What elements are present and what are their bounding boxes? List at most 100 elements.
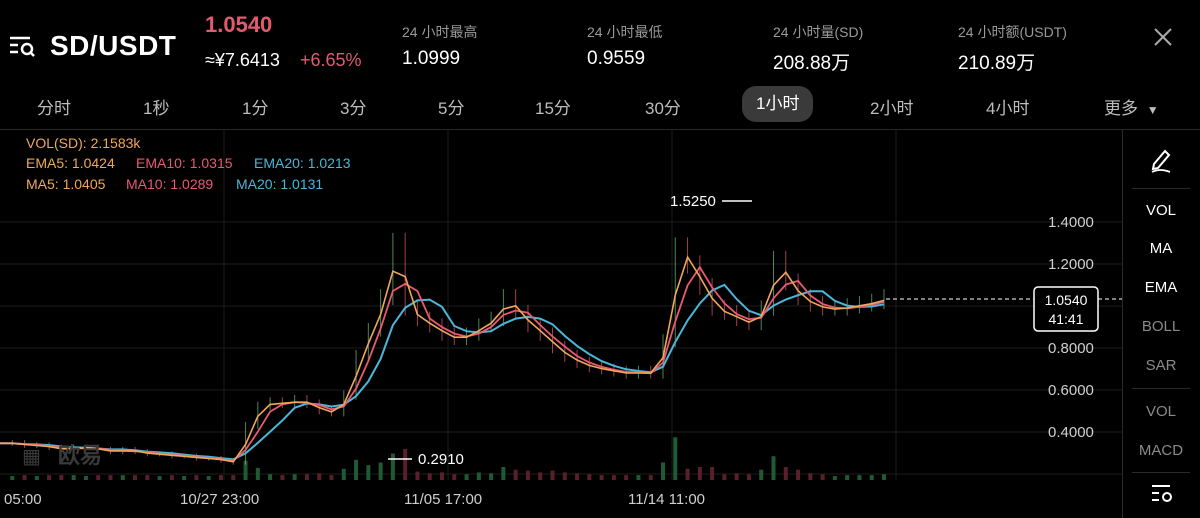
volume-bar (403, 449, 408, 480)
volume-bar (354, 459, 359, 480)
volume-bar (832, 476, 837, 480)
volume-bar (83, 476, 88, 480)
volume-bar (219, 475, 223, 480)
tab-interval-1h[interactable]: 1小时 (742, 86, 814, 122)
stat-amount-value: 210.89万 (958, 53, 1036, 74)
side-panel-divider (1122, 130, 1123, 518)
volume-bar (636, 475, 641, 480)
volume-bar (869, 475, 874, 480)
x-tick-label: 10/27 23:00 (180, 491, 259, 508)
indicator-settings-icon[interactable] (1150, 482, 1174, 504)
tab-interval-1m[interactable]: 1分 (242, 99, 269, 118)
legend-vol: VOL(SD): 2.1583k (26, 135, 141, 151)
volume-bar (722, 474, 727, 480)
volume-bar (611, 475, 616, 480)
volume-bar (292, 474, 297, 480)
volume-bar (415, 471, 420, 480)
legend-ma5: MA5: 1.0405 (26, 176, 106, 192)
volume-bar (255, 467, 260, 480)
y-tick-label: 1.4000 (1048, 214, 1094, 231)
volume-bar (783, 467, 788, 480)
volume-bar (378, 462, 383, 480)
watermark-logo: ▦ (22, 446, 41, 468)
volume-bar (513, 469, 518, 480)
volume-bar (489, 473, 494, 480)
volume-bar (734, 473, 739, 480)
tab-interval-30m[interactable]: 30分 (645, 99, 681, 118)
volume-bar (550, 470, 555, 480)
more-label: 更多 (1104, 99, 1138, 118)
ma10-line (0, 265, 885, 462)
indicator-vol[interactable]: VOL (1145, 202, 1176, 219)
volume-bar (390, 453, 395, 480)
volume-bar (882, 474, 886, 480)
volume-bar (182, 476, 187, 480)
volume-bar (599, 475, 604, 480)
volume-bar (280, 475, 285, 480)
stat-volume-label: 24 小时量(SD) (773, 24, 864, 40)
divider (0, 129, 1200, 130)
tab-interval-3m[interactable]: 3分 (340, 99, 367, 118)
tab-interval-15m[interactable]: 15分 (535, 99, 571, 118)
volume-bar (685, 468, 690, 480)
x-tick-label: 11/05 17:00 (404, 491, 482, 508)
indicator-sar[interactable]: SAR (1145, 357, 1177, 374)
indicator-ema[interactable]: EMA (1144, 279, 1178, 296)
tab-interval-1s[interactable]: 1秒 (143, 99, 170, 118)
indicator-ma[interactable]: MA (1149, 240, 1173, 257)
stat-low-label: 24 小时最低 (587, 24, 663, 40)
volume-bar (96, 475, 101, 480)
volume-bar (206, 476, 211, 480)
volume-bar (562, 472, 567, 480)
volume-bar (268, 474, 273, 480)
volume-bar (341, 468, 346, 480)
trading-pair-title[interactable]: SD/USDT (50, 30, 177, 61)
volume-bar (476, 472, 481, 480)
volume-bar (133, 475, 138, 480)
legend-ema10: EMA10: 1.0315 (136, 155, 233, 171)
volume-bar (746, 474, 751, 480)
draw-tool-icon[interactable] (1148, 146, 1174, 174)
volume-bar (317, 473, 322, 480)
volume-bar (796, 469, 801, 480)
ma5-line (0, 255, 885, 463)
volume-bar (820, 474, 825, 480)
current-price-label: 1.0540 (1045, 292, 1088, 308)
volume-bar (120, 475, 125, 480)
volume-bar (624, 475, 629, 480)
close-icon[interactable] (1150, 24, 1176, 50)
tab-interval-4h[interactable]: 4小时 (986, 99, 1030, 118)
volume-bar (366, 465, 371, 480)
stat-volume-value: 208.88万 (773, 53, 851, 74)
tab-interval-2h[interactable]: 2小时 (870, 99, 914, 118)
volume-bar (427, 473, 432, 480)
tab-interval-more[interactable]: 更多 ▼ (1104, 96, 1159, 122)
indicator-sub-vol[interactable]: VOL (1145, 403, 1176, 420)
price-chart[interactable]: ▦ 欧易 1.4000 1.2000 0.8000 0.6000 0.4000 … (0, 130, 1122, 518)
high-price-label: 1.5250 (670, 193, 716, 210)
legend-ma20: MA20: 1.0131 (236, 176, 324, 192)
volume-bar (857, 475, 862, 480)
tab-interval-5m[interactable]: 5分 (438, 99, 465, 118)
volume-bar (243, 460, 248, 480)
indicator-boll[interactable]: BOLL (1141, 318, 1181, 335)
stat-amount-label: 24 小时额(USDT) (958, 24, 1067, 40)
volume-bar (71, 475, 76, 480)
volume-bars (10, 437, 886, 480)
volume-bar (231, 475, 236, 480)
volume-bar (22, 475, 27, 480)
y-tick-label: 0.6000 (1048, 382, 1094, 399)
volume-bar (47, 475, 52, 480)
volume-bar (771, 456, 776, 480)
menu-search-icon[interactable] (8, 32, 36, 60)
y-tick-label: 0.4000 (1048, 424, 1094, 441)
tab-interval-timeline[interactable]: 分时 (37, 99, 71, 118)
y-tick-label: 0.8000 (1048, 340, 1094, 357)
volume-bar (169, 475, 174, 480)
indicator-macd[interactable]: MACD (1138, 442, 1184, 459)
volume-bar (329, 475, 334, 480)
volume-bar (845, 475, 850, 480)
watermark-text: 欧易 (58, 443, 102, 468)
volume-bar (452, 474, 457, 480)
volume-bar (661, 462, 665, 480)
